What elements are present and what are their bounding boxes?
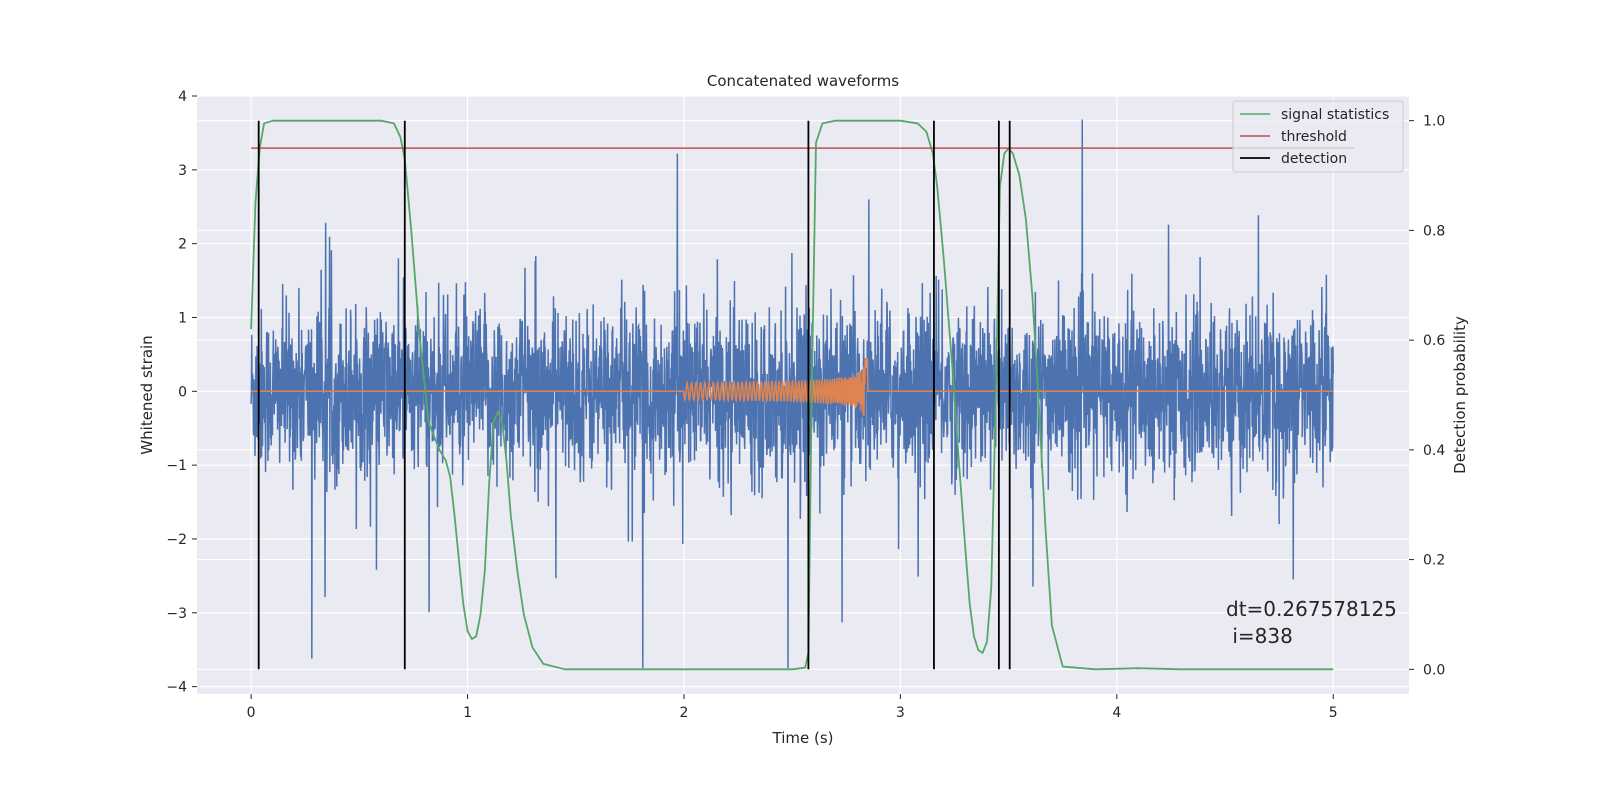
legend-label-signal-statistics: signal statistics <box>1281 107 1389 123</box>
x-tick-label: 1 <box>463 705 472 721</box>
x-tick-label: 0 <box>247 705 256 721</box>
chart-title: Concatenated waveforms <box>707 72 899 90</box>
series-template <box>251 358 1334 417</box>
x-tick-label: 3 <box>896 705 905 721</box>
y2-tick-label: 0.0 <box>1423 662 1445 678</box>
y-axis-label: Whitened strain <box>138 335 156 454</box>
ticks: 0 1 2 3 4 5 4 3 2 1 0 −1 −2 −3 −4 1.0 0.8 0.6 0.4 0.2 0.0 <box>166 89 1445 721</box>
y-tick-label: −4 <box>166 680 187 696</box>
x-tick-label: 2 <box>680 705 689 721</box>
y-tick-label: 3 <box>178 163 187 179</box>
annotation-index: i=838 <box>1226 624 1293 648</box>
x-tick-label: 4 <box>1112 705 1121 721</box>
plot-area <box>250 119 1355 671</box>
legend-box <box>1232 100 1404 173</box>
legend-label-threshold: threshold <box>1281 129 1347 145</box>
y-tick-label: −2 <box>166 532 187 548</box>
y-tick-label: 4 <box>178 89 187 105</box>
y2-axis-label: Detection probability <box>1451 316 1469 474</box>
y2-tick-label: 0.4 <box>1423 443 1445 459</box>
annotation-dt: dt=0.267578125 <box>1226 597 1397 621</box>
y2-tick-label: 1.0 <box>1423 114 1445 130</box>
y2-tick-label: 0.2 <box>1423 553 1445 569</box>
legend-label-detection: detection <box>1281 151 1347 167</box>
y-tick-label: −1 <box>166 458 187 474</box>
y2-tick-label: 0.8 <box>1423 223 1445 239</box>
legend: signal statistics threshold detection <box>1232 100 1404 173</box>
y-tick-label: 1 <box>178 310 187 326</box>
y-tick-label: 0 <box>178 384 187 400</box>
x-axis-label: Time (s) <box>772 729 834 747</box>
y-tick-label: −3 <box>166 606 187 622</box>
y2-tick-label: 0.6 <box>1423 333 1445 349</box>
y-tick-label: 2 <box>178 237 187 253</box>
series-signal-statistics <box>250 119 1334 671</box>
x-tick-label: 5 <box>1329 705 1338 721</box>
